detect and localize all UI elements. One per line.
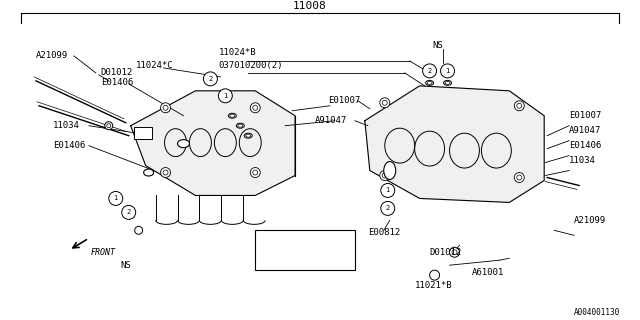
Text: E01406: E01406 — [100, 78, 133, 87]
Ellipse shape — [238, 124, 243, 127]
Circle shape — [452, 250, 457, 255]
Text: 1: 1 — [261, 245, 266, 251]
Text: E01406: E01406 — [569, 141, 602, 150]
Text: 1: 1 — [445, 68, 450, 74]
Polygon shape — [131, 91, 295, 196]
Circle shape — [429, 270, 440, 280]
Text: 2: 2 — [208, 76, 212, 82]
Text: 2: 2 — [261, 259, 266, 265]
Circle shape — [253, 170, 258, 175]
Ellipse shape — [426, 80, 433, 85]
Circle shape — [382, 100, 387, 105]
Text: A004001130: A004001130 — [574, 308, 620, 316]
Text: 2: 2 — [127, 209, 131, 215]
Circle shape — [449, 247, 460, 257]
Circle shape — [163, 170, 168, 175]
Circle shape — [253, 105, 258, 110]
Circle shape — [122, 205, 136, 220]
Circle shape — [516, 103, 522, 108]
Ellipse shape — [244, 133, 252, 138]
Text: 1: 1 — [386, 188, 390, 194]
Text: E01007: E01007 — [569, 111, 602, 120]
Circle shape — [382, 173, 387, 178]
Text: 2  11024*A: 2 11024*A — [272, 258, 326, 267]
Text: A21099: A21099 — [36, 52, 68, 60]
Circle shape — [440, 64, 454, 78]
Circle shape — [257, 256, 269, 268]
Circle shape — [380, 98, 390, 108]
Polygon shape — [365, 86, 544, 203]
Text: A91047: A91047 — [315, 116, 348, 125]
Text: 11021*B: 11021*B — [415, 281, 452, 290]
Circle shape — [515, 172, 524, 182]
Bar — [134, 127, 152, 139]
Ellipse shape — [445, 81, 450, 84]
Ellipse shape — [384, 162, 396, 180]
Circle shape — [161, 168, 170, 178]
Text: A21099: A21099 — [574, 216, 606, 225]
Circle shape — [250, 168, 260, 178]
Text: 11008: 11008 — [293, 1, 327, 11]
Circle shape — [161, 103, 170, 113]
Circle shape — [381, 201, 395, 215]
Circle shape — [380, 171, 390, 180]
Text: 11024*B: 11024*B — [218, 48, 256, 58]
Ellipse shape — [246, 134, 251, 137]
Text: 11034: 11034 — [569, 156, 596, 165]
Circle shape — [250, 103, 260, 113]
Circle shape — [204, 72, 218, 86]
Circle shape — [105, 122, 113, 130]
Text: NS: NS — [433, 42, 444, 51]
Ellipse shape — [228, 113, 236, 118]
Circle shape — [163, 105, 168, 110]
Text: 037010200(2): 037010200(2) — [218, 61, 283, 70]
Text: E01007: E01007 — [328, 96, 360, 105]
Text: A61001: A61001 — [472, 268, 504, 277]
Text: 11024*C: 11024*C — [136, 61, 173, 70]
Circle shape — [516, 175, 522, 180]
Circle shape — [134, 226, 143, 234]
Text: 11034: 11034 — [53, 121, 80, 130]
Ellipse shape — [143, 169, 154, 176]
Circle shape — [515, 101, 524, 111]
Ellipse shape — [177, 140, 189, 148]
Text: 1: 1 — [223, 93, 227, 99]
Ellipse shape — [444, 80, 452, 85]
Text: D01012: D01012 — [100, 68, 133, 77]
Ellipse shape — [230, 114, 235, 117]
Text: E01406: E01406 — [53, 141, 85, 150]
Circle shape — [218, 89, 232, 103]
Text: FRONT: FRONT — [91, 248, 116, 257]
Circle shape — [422, 64, 436, 78]
Circle shape — [107, 124, 111, 128]
Text: NS: NS — [121, 261, 131, 270]
Text: A91047: A91047 — [569, 126, 602, 135]
Circle shape — [109, 191, 123, 205]
Text: 1: 1 — [114, 196, 118, 201]
Bar — [255, 230, 355, 270]
Text: E00812: E00812 — [368, 228, 400, 237]
Circle shape — [257, 242, 269, 254]
Ellipse shape — [427, 81, 432, 84]
Text: 1  0370S: 1 0370S — [272, 244, 315, 253]
Text: 2: 2 — [428, 68, 432, 74]
Text: D01012: D01012 — [429, 248, 462, 257]
Circle shape — [381, 183, 395, 197]
Ellipse shape — [236, 123, 244, 128]
Text: 2: 2 — [386, 205, 390, 212]
